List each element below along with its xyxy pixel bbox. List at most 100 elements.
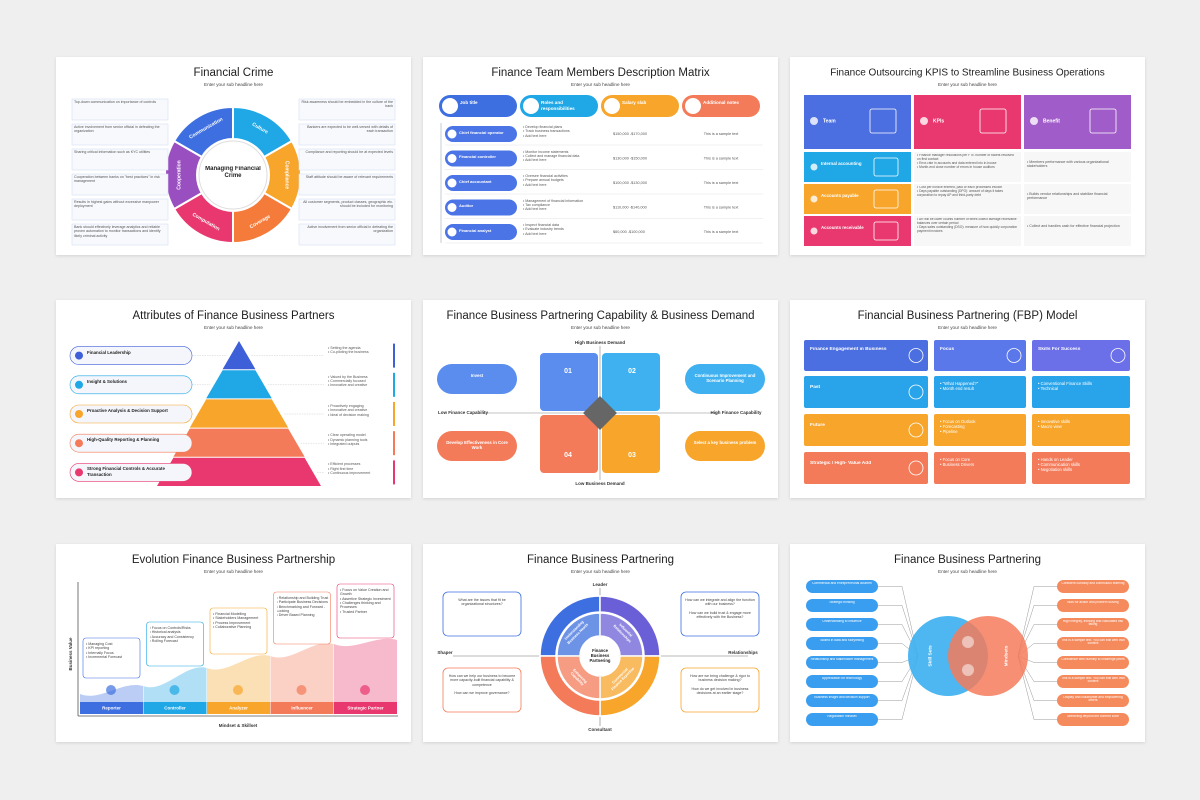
roles-area: Oversee financial activitiesPrepare annu…	[523, 174, 599, 194]
points-area: Efficient processesRight first timeConti…	[328, 462, 390, 484]
stage-bar	[334, 702, 397, 714]
list-item: Management of financial information	[523, 199, 599, 203]
list-item: How can we build trust & engage more eff…	[689, 610, 751, 619]
mindset-area: Bias for action and problem solving	[1067, 600, 1119, 604]
header-cell	[1032, 340, 1130, 371]
skills: Hands on LeaderCommunication skillsNegot…	[1038, 457, 1126, 472]
accent-bar	[393, 402, 395, 426]
list-item: Days payable outstanding (DPO): amount o…	[917, 189, 1018, 198]
question-box	[442, 667, 522, 713]
action-pill	[437, 431, 517, 461]
icon	[908, 348, 924, 363]
stage-bar	[80, 702, 143, 714]
list-item: Innovative and creative	[328, 408, 390, 412]
action-pill	[437, 364, 517, 394]
slide-subtitle: Enter your sub headline here	[571, 569, 630, 574]
attribute-pill	[69, 375, 193, 395]
list-item: Prepare annual budgets	[523, 178, 599, 182]
list-item: Incremental Forecast	[86, 655, 138, 659]
kpis: Cost per invoice entered, paid or each p…	[917, 186, 1018, 198]
skill-area: Negotiation mindset	[827, 715, 856, 718]
icon	[233, 685, 243, 695]
header-pill	[520, 95, 598, 117]
mindset-area: Stretching beyond the comfort zone	[1067, 715, 1119, 718]
benefit: Builds vendor relationships and stabiliz…	[1027, 192, 1128, 201]
note: Cooperation between banks on "best pract…	[74, 175, 160, 184]
icon	[962, 664, 974, 676]
list-item: Driver Based Planning	[277, 613, 329, 617]
icon	[447, 129, 457, 139]
stage: Strategic Partner	[347, 706, 384, 711]
benefit: Collect and handles cash for effective f…	[1027, 224, 1128, 228]
points-area: Clear operating modelDynamic planning to…	[328, 433, 390, 455]
list-item: Setting the agenda	[328, 346, 390, 350]
roles-area: Management of financial informationTax c…	[523, 199, 599, 219]
list-item: Evaluate industry trends	[523, 227, 599, 231]
icon	[962, 636, 974, 648]
pyramid-band	[189, 399, 289, 428]
list-item: Internally Focus	[86, 651, 138, 655]
attribute: Strong Financial Controls & Accurate Tra…	[87, 466, 165, 477]
icon	[75, 380, 83, 389]
accent-bar	[393, 343, 395, 368]
axis-label: High Business Demand	[575, 340, 626, 345]
skills: Innovative skillsMacro view	[1038, 419, 1126, 429]
slide-subtitle: Enter your sub headline here	[204, 569, 263, 574]
note-box	[71, 148, 169, 171]
row-label-area: Strategic / High- Value Add	[810, 461, 871, 466]
quadrant	[540, 353, 598, 411]
attribute: Insight & Solutions	[87, 378, 128, 384]
note: Active involvement from senior official …	[74, 125, 160, 134]
points: Focus on Controls/RisksHistorical analys…	[150, 626, 202, 643]
slide-title: Finance Business Partnering Capability &…	[446, 310, 754, 322]
slide: Financial Business Partnering (FBP) Mode…	[790, 300, 1145, 498]
list-item: Proactively engaging	[328, 404, 390, 408]
list-item: Develop financial plans	[523, 125, 599, 129]
header: Team	[823, 118, 836, 124]
header-area: Finance Engagement in Business	[810, 347, 887, 352]
icon	[810, 195, 818, 203]
slide: Finance Business Partnering Enter your su…	[790, 544, 1145, 742]
attribute: Proactive Analysis & Decision Support	[87, 408, 168, 413]
header: Skills For Success	[1038, 347, 1081, 352]
icon	[75, 468, 83, 477]
skill: Strategic thinking	[829, 600, 855, 604]
list-item: Monitor income statements	[523, 150, 599, 154]
icon	[75, 439, 83, 448]
skill: Commercial and entrepreneurial acumen	[812, 581, 872, 585]
questions-area: How are we bring challenge & rigor to bu…	[690, 674, 750, 695]
focus: Focus on CoreBusiness Drivers	[940, 457, 1022, 467]
attribute-area: Financial Leadership	[87, 350, 131, 355]
list-item: How do we get involved in business decis…	[691, 686, 749, 695]
list-item: Continuous improvement	[328, 471, 390, 475]
icon	[447, 178, 457, 188]
list-item: Valued by the Business	[328, 375, 390, 379]
icon	[75, 351, 83, 360]
list-item: Focus on Core	[940, 457, 1022, 462]
header: Salary slab	[622, 100, 647, 105]
list-item: Innovative and creative	[328, 383, 390, 387]
header-pill	[601, 95, 679, 117]
stage: Influencer	[291, 706, 313, 711]
list-item: Historical analysis	[150, 630, 202, 634]
salary: $150,000 -$170,000	[613, 132, 647, 136]
list-item: Hands on Leader	[1038, 457, 1126, 462]
note-box	[71, 198, 169, 221]
kpis-area: Finance manager resolutions per FTE numb…	[917, 154, 1018, 181]
icon	[442, 98, 458, 114]
note: Bank should effectively leverage analyti…	[74, 225, 161, 238]
job: Chief accountant	[459, 179, 492, 184]
points: Efficient processesRight first timeConti…	[328, 462, 390, 475]
header-area: Focus	[940, 347, 954, 352]
notes: This is a sample text	[704, 206, 740, 210]
question-box	[680, 591, 760, 637]
question-box	[442, 591, 522, 637]
stage: Reporter	[102, 706, 121, 711]
center-label-area: Managing Financial Crime	[205, 166, 261, 179]
list-item: Add text here	[523, 158, 599, 162]
skill: Skilled in data and storytelling	[820, 638, 864, 642]
mindset: Bias for action and problem solving	[1067, 600, 1119, 604]
mindset-pill	[1057, 580, 1129, 593]
focus-area: Focus on CoreBusiness Drivers	[940, 457, 1022, 483]
